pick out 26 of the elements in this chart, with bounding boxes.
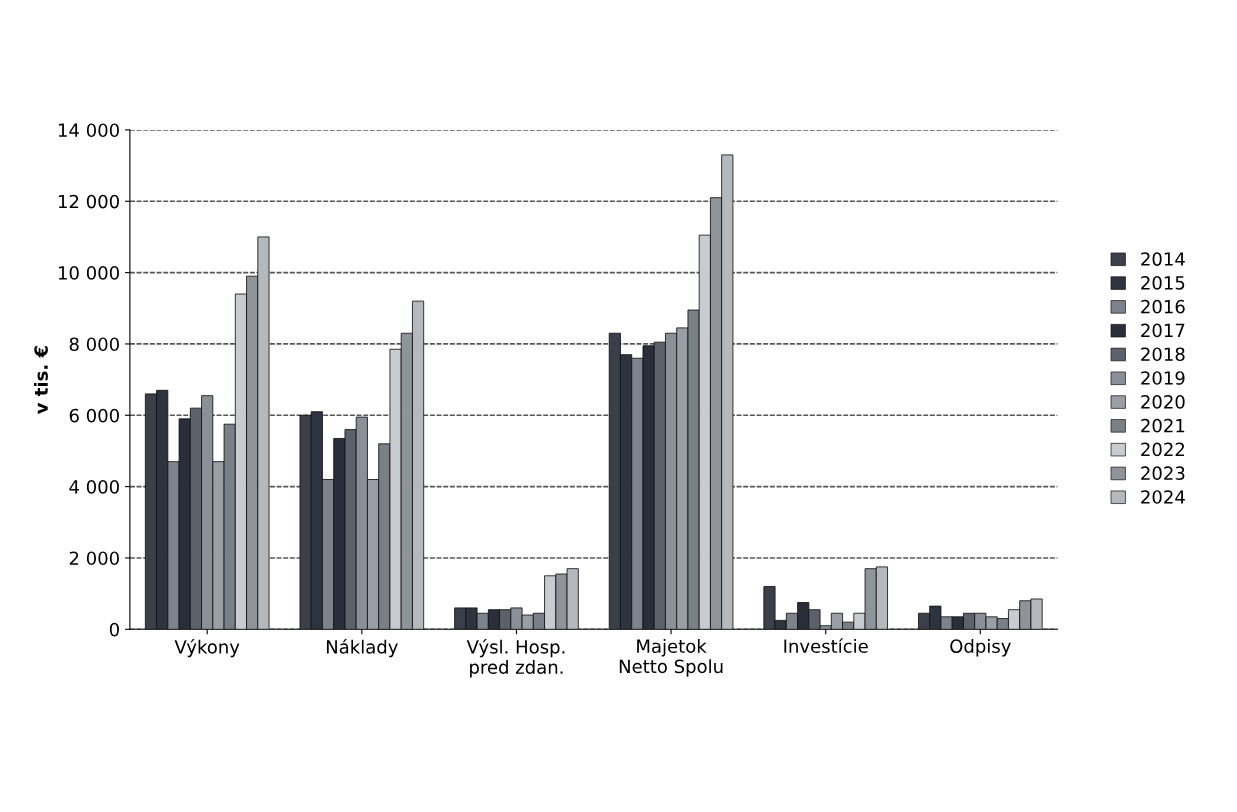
x-tick-label: Majetok Netto Spolu <box>619 639 723 677</box>
x-tick-label: Výkony <box>174 639 240 658</box>
y-tick-label: 14 000 <box>58 123 119 138</box>
x-tick-label: Odpisy <box>950 639 1011 657</box>
legend-label: 2017 <box>1141 323 1185 338</box>
legend-label: 2018 <box>1141 347 1185 362</box>
legend-label: 2022 <box>1141 442 1185 457</box>
legend-label: 2024 <box>1141 490 1185 504</box>
legend-label: 2016 <box>1141 299 1185 314</box>
y-axis-title: v tis. € <box>33 346 48 414</box>
y-tick-label: 12 000 <box>58 194 119 209</box>
y-tick-label: 2 000 <box>69 551 119 566</box>
legend-label: 2023 <box>1141 466 1185 481</box>
y-tick-label: 6 000 <box>69 408 119 423</box>
x-tick-label: Výsl. Hosp. pred zdan. <box>466 639 565 678</box>
legend-label: 2014 <box>1141 252 1185 266</box>
legend-label: 2021 <box>1141 418 1185 433</box>
y-tick-label: 10 000 <box>58 266 119 280</box>
x-tick-label: Investície <box>784 638 868 653</box>
y-tick-label: 8 000 <box>69 337 119 352</box>
legend-label: 2015 <box>1141 276 1185 290</box>
x-tick-label: Náklady <box>326 639 398 658</box>
y-tick-label: 0 <box>109 622 119 637</box>
y-tick-label: 4 000 <box>69 480 119 494</box>
legend-label: 2020 <box>1141 394 1185 409</box>
legend-label: 2019 <box>1141 371 1185 385</box>
